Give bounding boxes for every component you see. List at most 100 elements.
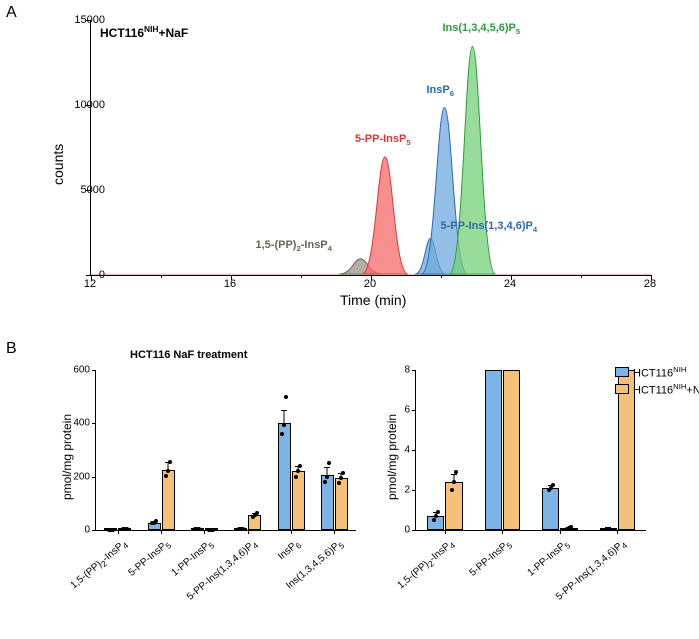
data-point (327, 461, 331, 465)
data-point (168, 460, 172, 464)
data-point (341, 471, 345, 475)
panel-a-chromatogram: 1,5-(PP)2-InsP4 5-PP-InsP5 5-PP-Ins(1,3,4,… (40, 10, 670, 305)
barplot-left-ylabel: pmol/mg protein (60, 414, 74, 500)
bar-ytick-mark (92, 477, 96, 478)
bar-xtick-mark (560, 530, 561, 534)
barplot-left: 02004006001,5-(PP)2-InsP45-PP-InsP51-PP-… (95, 370, 356, 531)
bar-ytick-mark (412, 410, 416, 411)
panel-a-ylabel: counts (50, 144, 66, 185)
panel-a-ytick: 5000 (60, 184, 105, 196)
bar-xtick-mark (204, 530, 205, 534)
data-point (211, 528, 215, 532)
data-point (432, 518, 436, 522)
panel-a-xtick-minor (301, 275, 302, 278)
data-point (450, 488, 454, 492)
legend-label: HCT116NIH (633, 365, 686, 380)
data-point (454, 470, 458, 474)
bar-blue (542, 488, 559, 530)
bar-xtick-mark (248, 530, 249, 534)
panel-a-xtick-minor (441, 275, 442, 278)
error-bar (284, 410, 285, 423)
peak-label-5-PP-InsP5: 5-PP-InsP5 (355, 133, 411, 147)
bar-xtick-mark (617, 530, 618, 534)
bar-orange (292, 471, 305, 530)
error-cap (281, 410, 287, 411)
panel-a-label: A (6, 4, 17, 22)
bar-xtick-mark (445, 530, 446, 534)
data-point (294, 475, 298, 479)
data-point (241, 527, 245, 531)
data-point (296, 469, 300, 473)
panel-b-title: HCT116 NaF treatment (130, 349, 247, 361)
data-point (284, 395, 288, 399)
data-point (280, 432, 284, 436)
data-point (569, 525, 573, 529)
bar-xlabel: 1,5-(PP)2-InsP4 (357, 538, 457, 625)
legend-swatch (615, 367, 629, 377)
data-point (551, 483, 555, 487)
legend: HCT116NIH HCT116NIH+NaF (615, 365, 699, 398)
chromatogram-svg (91, 20, 651, 275)
bar-orange (162, 470, 175, 530)
data-point (164, 474, 168, 478)
bar-orange (335, 478, 348, 530)
bar-ytick: 0 (60, 525, 90, 536)
bar-ytick: 0 (380, 525, 410, 536)
bar-ytick: 600 (60, 365, 90, 376)
bar-blue (485, 370, 502, 530)
error-cap (324, 467, 330, 468)
panel-a-ytick: 0 (60, 269, 105, 281)
bar-blue (278, 423, 291, 530)
peak-label-Ins(1,3,4,5,6)P5: Ins(1,3,4,5,6)P5 (443, 22, 521, 36)
panel-a-xtick: 12 (84, 278, 96, 290)
bar-ytick: 8 (380, 365, 410, 376)
bar-xtick-mark (334, 530, 335, 534)
peak-label-5-PP-Ins(1,3,4,6)P4: 5-PP-Ins(1,3,4,6)P4 (441, 220, 538, 234)
panel-b-label: B (6, 340, 17, 358)
legend-label: HCT116NIH+NaF (633, 382, 699, 397)
legend-swatch (615, 384, 629, 394)
data-point (282, 423, 286, 427)
legend-item: HCT116NIH (615, 365, 699, 380)
bar-ytick-mark (412, 490, 416, 491)
peak-5-PP-InsP5 (362, 157, 408, 274)
panel-a-title: HCT116NIH+NaF (100, 24, 188, 40)
bar-xlabel: 5-PP-Ins(1,3,4,6)P4 (529, 538, 629, 625)
data-point (436, 510, 440, 514)
bar-xlabel: 5-PP-InsP5 (414, 538, 514, 625)
panel-a-plot-area: 1,5-(PP)2-InsP4 5-PP-InsP5 5-PP-Ins(1,3,4,… (90, 20, 651, 276)
panel-a-xtick: 16 (224, 278, 236, 290)
error-cap (605, 527, 611, 528)
data-point (434, 514, 438, 518)
peak-label-InsP6: InsP6 (427, 84, 455, 98)
panel-a-ytick: 10000 (60, 99, 105, 111)
bar-ytick-mark (412, 450, 416, 451)
bar-ytick-mark (412, 530, 416, 531)
bar-ytick-mark (92, 423, 96, 424)
bar-xtick-mark (291, 530, 292, 534)
panel-a-xtick: 20 (364, 278, 376, 290)
barplot-right: 024681,5-(PP)2-InsP45-PP-InsP51-PP-InsP5… (415, 370, 646, 531)
data-point (298, 464, 302, 468)
error-cap (451, 474, 457, 475)
bar-xtick-mark (161, 530, 162, 534)
bar-xtick-mark (502, 530, 503, 534)
peak-label-1,5-(PP)2-InsP4: 1,5-(PP)2-InsP4 (256, 239, 332, 253)
legend-item: HCT116NIH+NaF (615, 382, 699, 397)
panel-a-xtick: 24 (504, 278, 516, 290)
bar-ytick-mark (92, 530, 96, 531)
data-point (111, 528, 115, 532)
panel-a-xtick-minor (161, 275, 162, 278)
bar-xlabel: 1-PP-InsP5 (472, 538, 572, 625)
data-point (197, 527, 201, 531)
bar-blue (427, 516, 444, 530)
panel-a-xtick: 28 (644, 278, 656, 290)
bar-orange (503, 370, 520, 530)
bar-ytick-mark (412, 370, 416, 371)
panel-a-xlabel: Time (min) (340, 292, 406, 308)
panel-a-ytick: 15000 (60, 14, 105, 26)
barplot-right-ylabel: pmol/mg protein (385, 414, 399, 500)
bar-blue (600, 528, 617, 530)
bar-ytick-mark (92, 370, 96, 371)
bar-xtick-mark (118, 530, 119, 534)
